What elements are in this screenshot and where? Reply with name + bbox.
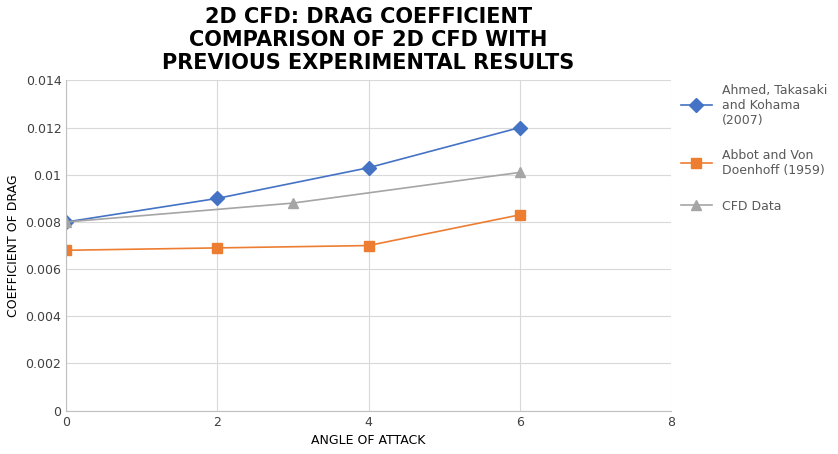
Ahmed, Takasaki
and Kohama
(2007) (515, 125, 525, 130)
Legend: Ahmed, Takasaki
and Kohama
(2007), Abbot and Von
Doenhoff (1959), CFD Data: Ahmed, Takasaki and Kohama (2007), Abbot… (677, 80, 831, 217)
CFD Data (61, 219, 71, 225)
Y-axis label: COEFFICIENT OF DRAG: COEFFICIENT OF DRAG (7, 174, 20, 317)
Ahmed, Takasaki
and Kohama
(2007) (212, 196, 222, 201)
Line: Ahmed, Takasaki
and Kohama
(2007): Ahmed, Takasaki and Kohama (2007) (61, 123, 525, 227)
Line: Abbot and Von
Doenhoff (1959): Abbot and Von Doenhoff (1959) (61, 210, 525, 255)
Ahmed, Takasaki
and Kohama
(2007) (364, 165, 374, 170)
Abbot and Von
Doenhoff (1959) (212, 245, 222, 251)
CFD Data (288, 200, 298, 206)
Abbot and Von
Doenhoff (1959) (364, 243, 374, 248)
Title: 2D CFD: DRAG COEFFICIENT
COMPARISON OF 2D CFD WITH
PREVIOUS EXPERIMENTAL RESULTS: 2D CFD: DRAG COEFFICIENT COMPARISON OF 2… (163, 7, 575, 74)
X-axis label: ANGLE OF ATTACK: ANGLE OF ATTACK (312, 434, 426, 447)
Line: CFD Data: CFD Data (61, 168, 525, 227)
Abbot and Von
Doenhoff (1959) (515, 212, 525, 217)
CFD Data (515, 170, 525, 175)
Abbot and Von
Doenhoff (1959) (61, 247, 71, 253)
Ahmed, Takasaki
and Kohama
(2007) (61, 219, 71, 225)
